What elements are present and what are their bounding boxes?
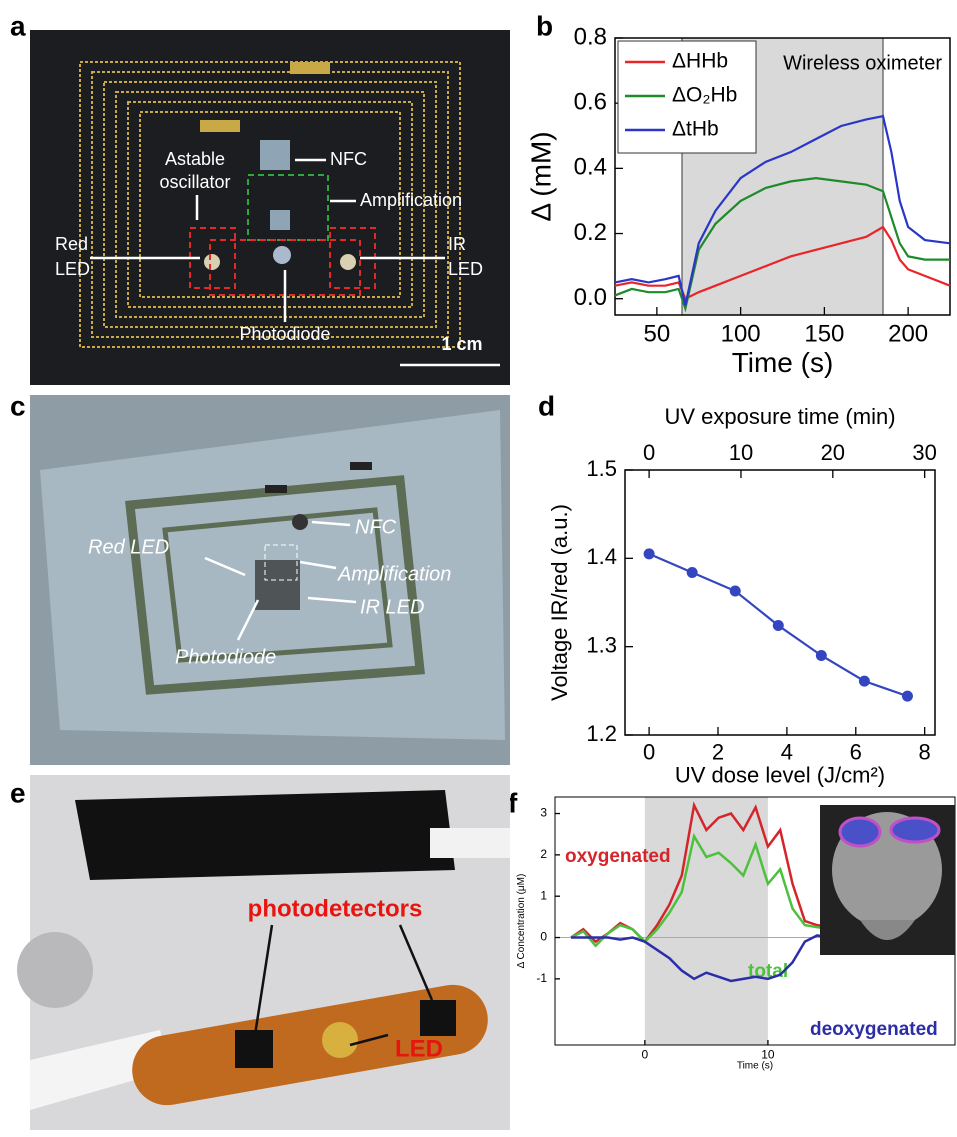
photo-label: Red LED [88,536,169,558]
photo-label: LED [395,1035,443,1062]
panel-letter: b [536,10,553,41]
brain-inset [820,805,955,955]
photo-label: Astable [165,149,225,169]
y-tick-label: 0.6 [574,89,607,116]
figure: a b c d e f NFC Astable oscillator Am [0,0,957,1137]
data-point [859,676,870,687]
chart: 0.0 0.2 0.4 0.6 0.8 50 100 150 200 Time (s) Δ (mM)… [525,23,950,378]
legend-label: ΔtHb [672,118,719,141]
y-axis-label: Δ Concentration (μM) [516,874,527,969]
photo-label: Amplification [360,190,462,210]
data-point [644,548,655,559]
data-point [902,691,913,702]
x-axis-label: Time (s) [732,347,834,378]
photo-label: LED [448,259,483,279]
legend: ΔHHb ΔO₂Hb ΔtHb [618,41,756,153]
photo-c: NFC Amplification Red LED IR LED Photodi… [30,395,510,765]
panel-letter: c [10,390,26,421]
y-tick-label: 1.4 [586,544,617,569]
data-point [773,620,784,631]
x-tick-label: 10 [761,1047,775,1061]
x-tick-label: 200 [888,321,928,348]
photo-label: Photodiode [239,324,330,344]
photo-label: LED [55,259,90,279]
photo-e: photodetectors LED [17,775,510,1130]
x2-tick-label: 10 [729,440,753,465]
x2-axis-label: UV exposure time (min) [664,404,895,429]
photo-label: NFC [355,516,397,538]
x-tick-label: 0 [642,1047,649,1061]
x-tick-label: 2 [712,740,724,765]
x-axis-label: Time (s) [737,1060,773,1071]
scale-label: 1 cm [441,334,482,354]
photo-label: oscillator [159,172,230,192]
y-tick-label: 1.3 [586,632,617,657]
y-tick-label: 0.4 [574,154,607,181]
y-axis-label: Voltage IR/red (a.u.) [547,504,572,701]
y-tick-label: -1 [536,971,547,985]
y-tick-label: 0 [540,930,547,944]
series-label: deoxygenated [810,1019,938,1040]
annotation: Wireless oximeter [783,52,942,74]
y-tick-label: 2 [540,847,547,861]
x-tick-label: 0 [643,740,655,765]
photo-label: Amplification [337,563,451,585]
data-point [687,567,698,578]
data-point [816,650,827,661]
photo-label: Photodiode [175,646,276,668]
plot-frame [625,470,935,735]
x-tick-label: 4 [781,740,793,765]
panel-letter: e [10,777,26,808]
legend-label: ΔHHb [672,50,728,73]
series-label: oxygenated [565,846,671,867]
photo-label: IR LED [360,596,424,618]
panel-letter: d [538,390,555,421]
x-tick-label: 8 [919,740,931,765]
y-axis-label: Δ (mM) [525,131,556,221]
y-tick-label: 0.2 [574,219,607,246]
y-tick-label: 0.0 [574,284,607,311]
y-tick-label: 1.5 [586,456,617,481]
photo-label: Red [55,234,88,254]
chart: 1.2 1.3 1.4 1.5 0 2 4 6 8 0 10 20 30 UV exposure time… [547,404,937,788]
x2-tick-label: 20 [821,440,845,465]
x-tick-label: 6 [850,740,862,765]
photo-label: photodetectors [248,895,423,922]
y-tick-label: 0.8 [574,23,607,50]
x2-tick-label: 0 [643,440,655,465]
panel-letter: a [10,10,26,41]
x-axis-label: UV dose level (J/cm²) [675,763,885,788]
x-tick-label: 100 [721,321,761,348]
photo-label: NFC [330,149,367,169]
photo-label: IR [448,234,466,254]
x2-tick-label: 30 [912,440,936,465]
legend-label: ΔO₂Hb [672,84,737,107]
x-tick-label: 150 [804,321,844,348]
x-tick-label: 50 [644,321,671,348]
y-tick-label: 1 [540,888,547,902]
data-point [730,586,741,597]
y-tick-label: 3 [540,806,547,820]
y-tick-label: 1.2 [586,721,617,746]
photo-a: NFC Astable oscillator Amplification Red… [30,30,510,385]
